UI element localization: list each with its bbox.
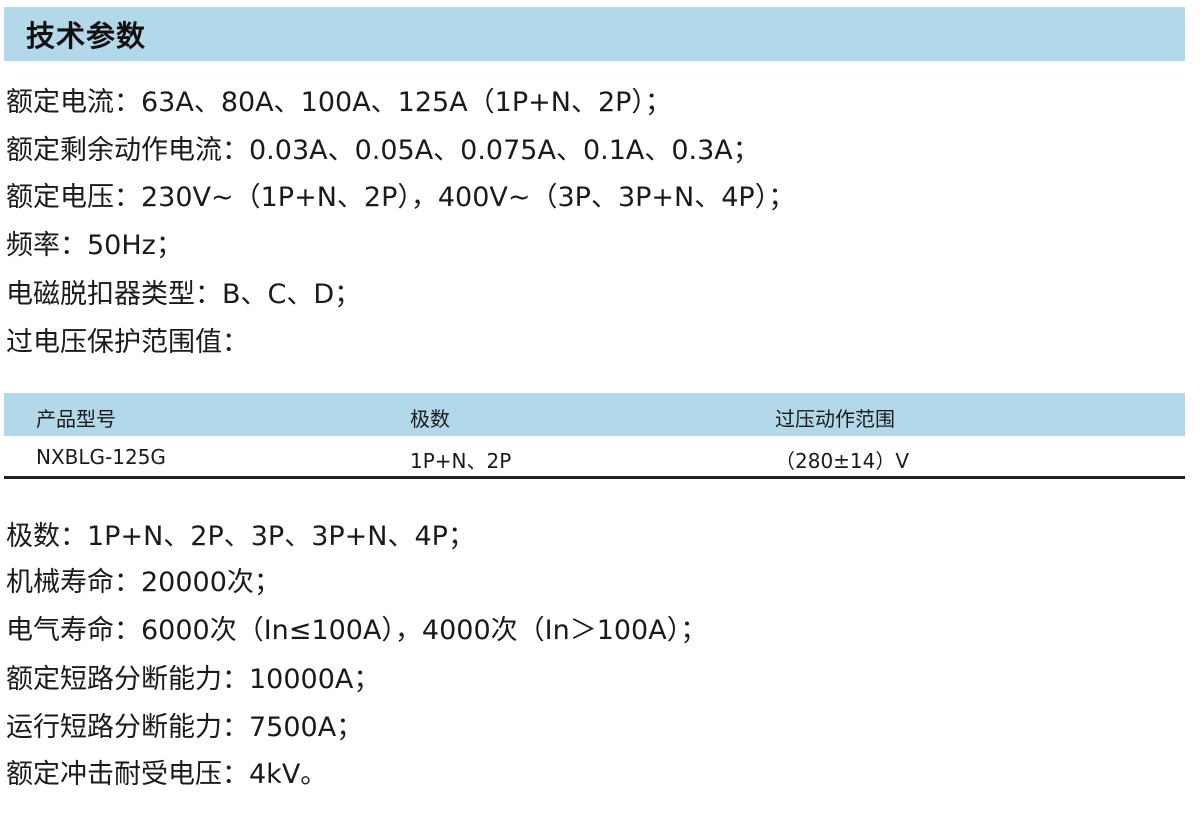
spec-service-breaking-capacity: 运行短路分断能力：7500A； <box>6 712 364 743</box>
table-cell-range: （280±14）V <box>775 449 910 473</box>
table-header <box>4 393 1185 436</box>
spec-frequency: 频率：50Hz； <box>6 230 183 261</box>
spec-overvoltage-label: 过电压保护范围值： <box>6 327 249 358</box>
spec-electrical-life: 电气寿命：6000次（In≤100A），4000次（In＞100A）； <box>6 615 708 646</box>
table-bottom-rule <box>4 476 1185 479</box>
spec-residual-current: 额定剩余动作电流：0.03A、0.05A、0.075A、0.1A、0.3A； <box>6 135 760 166</box>
spec-rated-voltage: 额定电压：230V~（1P+N、2P），400V~（3P、3P+N、4P）； <box>6 182 796 213</box>
spec-poles: 极数：1P+N、2P、3P、3P+N、4P； <box>6 521 475 552</box>
spec-mechanical-life: 机械寿命：20000次； <box>6 567 281 598</box>
table-header-poles: 极数 <box>410 407 450 431</box>
spec-rated-current: 额定电流：63A、80A、100A、125A（1P+N、2P）； <box>6 87 672 118</box>
table-cell-poles: 1P+N、2P <box>410 449 512 473</box>
section-header-band <box>4 7 1185 61</box>
table-header-range: 过压动作范围 <box>775 407 895 431</box>
spec-trip-type: 电磁脱扣器类型：B、C、D； <box>6 279 362 310</box>
spec-rated-breaking-capacity: 额定短路分断能力：10000A； <box>6 664 381 695</box>
table-header-model: 产品型号 <box>36 407 116 431</box>
section-title: 技术参数 <box>26 19 147 53</box>
table-cell-model: NXBLG-125G <box>36 445 166 469</box>
spec-impulse-voltage: 额定冲击耐受电压：4kV。 <box>6 759 328 790</box>
